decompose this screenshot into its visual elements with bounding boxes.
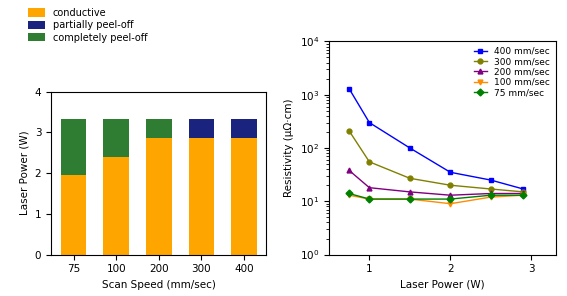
Bar	[146, 138, 172, 255]
75 mm/sec	[346, 192, 353, 195]
Bar	[61, 119, 86, 175]
75 mm/sec	[520, 193, 527, 197]
75 mm/sec	[407, 197, 413, 201]
100 mm/sec	[346, 193, 353, 197]
100 mm/sec	[447, 202, 454, 205]
300 mm/sec	[520, 190, 527, 194]
Line: 100 mm/sec: 100 mm/sec	[346, 193, 526, 206]
Bar	[146, 119, 172, 138]
Line: 300 mm/sec: 300 mm/sec	[346, 128, 526, 194]
Bar	[61, 175, 86, 255]
X-axis label: Scan Speed (mm/sec): Scan Speed (mm/sec)	[102, 280, 215, 290]
Line: 75 mm/sec: 75 mm/sec	[346, 191, 526, 202]
Bar	[189, 138, 214, 255]
200 mm/sec	[407, 190, 413, 194]
75 mm/sec	[447, 197, 454, 201]
75 mm/sec	[488, 193, 494, 197]
400 mm/sec	[366, 121, 373, 124]
Bar	[103, 157, 129, 255]
Line: 400 mm/sec: 400 mm/sec	[346, 86, 526, 192]
300 mm/sec	[346, 129, 353, 133]
Line: 200 mm/sec: 200 mm/sec	[346, 168, 526, 198]
400 mm/sec	[488, 178, 494, 182]
300 mm/sec	[407, 176, 413, 180]
Legend: 400 mm/sec, 300 mm/sec, 200 mm/sec, 100 mm/sec, 75 mm/sec: 400 mm/sec, 300 mm/sec, 200 mm/sec, 100 …	[473, 46, 551, 98]
Bar	[231, 119, 257, 138]
Y-axis label: Laser Power (W): Laser Power (W)	[19, 131, 29, 215]
200 mm/sec	[366, 186, 373, 189]
Legend: conductive, partially peel-off, completely peel-off: conductive, partially peel-off, complete…	[28, 8, 147, 43]
100 mm/sec	[407, 197, 413, 201]
Bar	[231, 138, 257, 255]
Y-axis label: Resistivity (μΩ·cm): Resistivity (μΩ·cm)	[284, 99, 294, 197]
75 mm/sec	[366, 197, 373, 201]
300 mm/sec	[366, 160, 373, 164]
100 mm/sec	[520, 193, 527, 197]
300 mm/sec	[488, 187, 494, 191]
100 mm/sec	[488, 195, 494, 199]
200 mm/sec	[447, 193, 454, 197]
X-axis label: Laser Power (W): Laser Power (W)	[400, 280, 485, 290]
200 mm/sec	[488, 192, 494, 195]
100 mm/sec	[366, 197, 373, 201]
400 mm/sec	[447, 170, 454, 174]
200 mm/sec	[346, 169, 353, 172]
Bar	[189, 119, 214, 138]
400 mm/sec	[520, 187, 527, 191]
400 mm/sec	[346, 87, 353, 90]
300 mm/sec	[447, 184, 454, 187]
400 mm/sec	[407, 146, 413, 150]
Bar	[103, 119, 129, 157]
200 mm/sec	[520, 192, 527, 195]
